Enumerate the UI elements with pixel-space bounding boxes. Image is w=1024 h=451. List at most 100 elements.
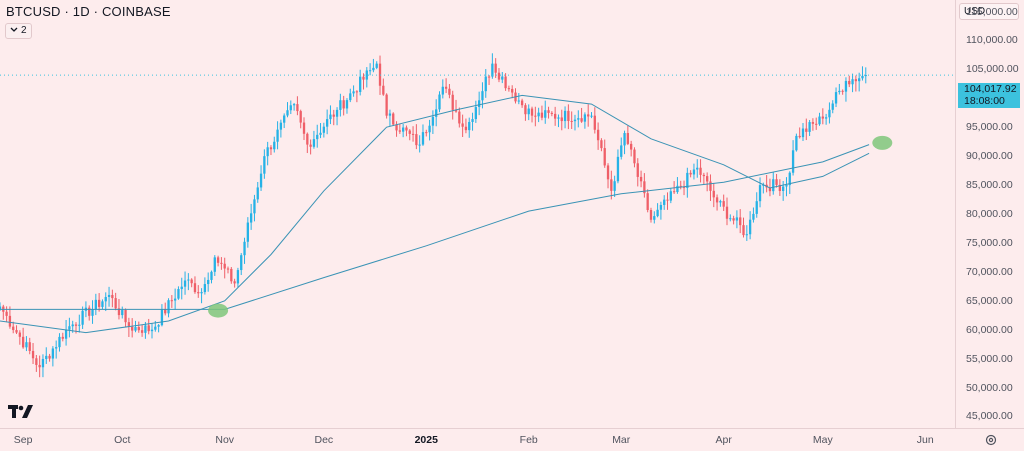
candle-body: [216, 257, 220, 263]
candle-body: [815, 123, 818, 125]
candle-body: [653, 216, 656, 220]
candle-body: [824, 117, 828, 119]
candle-body: [41, 358, 45, 368]
candle-body: [220, 262, 223, 264]
candle-body: [299, 111, 302, 123]
candle-body: [401, 127, 405, 132]
candle-body: [864, 75, 867, 77]
candle-body: [735, 217, 739, 221]
candle-body: [355, 91, 359, 93]
candle-body: [798, 135, 801, 138]
time-tick-label: Dec: [314, 434, 334, 446]
candle-body: [567, 110, 570, 121]
candle-body: [411, 133, 415, 135]
price-tick-label: 75,000.00: [966, 236, 1013, 249]
candle-body: [170, 300, 173, 302]
candlestick-chart[interactable]: [0, 0, 955, 428]
candle-body: [18, 332, 21, 337]
candle-body: [517, 100, 520, 102]
price-axis[interactable]: [955, 0, 1024, 428]
candle-body: [841, 90, 844, 92]
chart-plot-area[interactable]: [0, 0, 955, 428]
time-tick-label: Feb: [519, 434, 538, 446]
currency-selector[interactable]: USD: [959, 3, 1019, 20]
tradingview-logo[interactable]: [8, 405, 34, 424]
candle-body: [58, 336, 61, 348]
candle-body: [464, 126, 468, 131]
candle-body: [273, 141, 276, 150]
candle-body: [441, 86, 444, 95]
candle-body: [259, 173, 263, 188]
candle-body: [154, 326, 157, 330]
candle-body: [418, 144, 421, 146]
candle-body: [530, 108, 534, 116]
candle-body: [570, 120, 573, 122]
candle-body: [345, 100, 349, 109]
candle-body: [858, 78, 861, 82]
price-tick-label: 80,000.00: [966, 208, 1013, 220]
candle-body: [203, 284, 207, 293]
candle-body: [302, 122, 306, 134]
candle-body: [742, 225, 745, 236]
candle-body: [679, 185, 682, 188]
candle-body: [193, 283, 197, 293]
candle-body: [339, 100, 342, 110]
candle-body: [12, 326, 15, 331]
candle-body: [74, 324, 78, 326]
moving-average-line: [0, 144, 870, 310]
candle-body: [848, 80, 851, 85]
candle-body: [124, 310, 127, 323]
price-tick-label: 110,000.00: [966, 34, 1018, 47]
price-tick-label: 90,000.00: [966, 150, 1013, 163]
candle-body: [253, 199, 256, 214]
candle-body: [97, 299, 101, 307]
candle-body: [408, 130, 411, 134]
candle-body: [329, 114, 332, 120]
settings-icon[interactable]: [985, 434, 997, 449]
candle-body: [137, 327, 140, 331]
candle-body: [861, 75, 864, 79]
candle-body: [603, 148, 606, 166]
candle-body: [177, 289, 180, 299]
candle-body: [81, 310, 84, 325]
time-tick-label: 2025: [414, 434, 438, 446]
candle-body: [587, 114, 590, 117]
candle-body: [45, 355, 48, 359]
candle-body: [844, 80, 848, 92]
candle-body: [497, 72, 501, 80]
candle-body: [557, 117, 560, 119]
candle-body: [140, 330, 144, 333]
candle-body: [78, 324, 81, 326]
candle-body: [828, 109, 831, 118]
candle-body: [415, 134, 418, 146]
candle-body: [656, 209, 659, 217]
candle-body: [64, 329, 68, 339]
candle-body: [292, 104, 296, 106]
indicators-toggle-button[interactable]: 2: [5, 23, 32, 39]
candle-body: [682, 187, 686, 189]
candle-body: [755, 201, 758, 214]
candle-body: [88, 307, 91, 316]
chevron-down-icon: [10, 24, 18, 38]
time-axis[interactable]: [0, 428, 1024, 451]
candle-body: [534, 115, 537, 117]
candle-body: [398, 130, 402, 132]
candle-body: [782, 186, 785, 191]
candle-body: [494, 63, 497, 73]
candle-body: [544, 110, 547, 118]
candle-body: [540, 112, 544, 118]
candle-body: [382, 85, 385, 95]
candle-body: [372, 67, 375, 71]
candle-body: [801, 128, 805, 138]
candle-body: [620, 145, 623, 157]
candle-body: [438, 94, 441, 110]
candle-body: [596, 129, 600, 141]
candle-body: [51, 348, 55, 359]
price-tick-label: 55,000.00: [966, 352, 1013, 365]
candle-body: [269, 147, 273, 150]
candle-body: [649, 210, 653, 220]
candle-body: [276, 129, 279, 142]
candle-body: [190, 279, 193, 284]
candle-body: [547, 110, 550, 113]
candle-body: [335, 109, 339, 117]
